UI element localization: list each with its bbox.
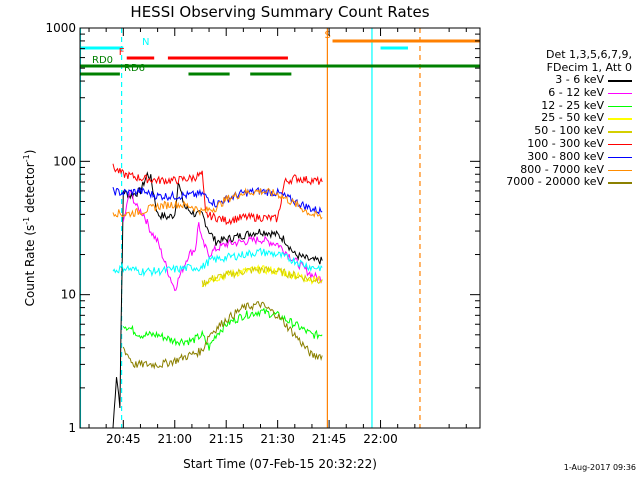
legend-entry-label: 800 - 7000 keV: [520, 162, 604, 176]
x-tick-label: 20:45: [106, 432, 141, 446]
series-line-8: [122, 300, 323, 370]
state-bar-label-n: N: [142, 37, 149, 48]
y-tick-label: 10: [61, 288, 76, 302]
series-line-2: [122, 307, 323, 351]
x-tick-label: 21:00: [157, 432, 192, 446]
series-line-1: [122, 189, 323, 292]
chart-title: HESSI Observing Summary Count Rates: [130, 3, 429, 21]
x-axis-label: Start Time (07-Feb-15 20:32:22): [183, 457, 377, 471]
legend-swatch: [608, 156, 632, 159]
legend-entry-label: 6 - 12 keV: [548, 85, 604, 99]
state-bar-label-f: F: [119, 47, 125, 58]
state-bar-label-s: S: [325, 30, 331, 41]
legend-entry-7: 800 - 7000 keV: [488, 162, 636, 177]
series-line-0: [112, 171, 323, 429]
legend-entry-label: 12 - 25 keV: [541, 98, 604, 112]
legend-swatch: [608, 169, 632, 172]
legend-entry-label: 300 - 800 keV: [527, 149, 604, 163]
legend-entry-label: 50 - 100 keV: [534, 124, 604, 138]
legend-entry-label: 25 - 50 keV: [541, 111, 604, 125]
y-ticks: 1 10 100 1000: [45, 21, 480, 435]
series-lines: [112, 163, 323, 429]
legend-header-1: Det 1,3,5,6,7,9,: [545, 48, 632, 61]
legend-entry-2: 12 - 25 keV: [488, 98, 636, 113]
y-label-sup2: -1: [22, 154, 31, 162]
legend-header-2: FDecim 1, Att 0: [546, 61, 632, 74]
legend-entry-3: 25 - 50 keV: [488, 111, 636, 125]
y-axis-label: Count Rate (s-1 detector-1): [22, 150, 37, 307]
legend-entry-label: 100 - 300 keV: [527, 136, 604, 150]
legend-entry-1: 6 - 12 keV: [488, 85, 636, 100]
y-label-part3: ): [23, 150, 37, 155]
legend-swatch: [608, 92, 632, 95]
y-tick-label: 1000: [45, 21, 76, 35]
legend-entry-4: 50 - 100 keV: [488, 124, 636, 138]
y-tick-label: 1: [68, 421, 76, 435]
state-bar-label-rd0: RD0: [92, 55, 113, 66]
y-label-part1: Count Rate (s: [23, 225, 37, 307]
x-tick-label: 21:15: [209, 432, 244, 446]
x-tick-label: 21:45: [312, 432, 347, 446]
series-line-9: [112, 247, 323, 277]
legend-swatch: [608, 80, 632, 82]
legend-entry-8: 7000 - 20000 keV: [488, 175, 636, 189]
x-tick-label: 21:30: [260, 432, 295, 446]
series-line-6: [112, 186, 323, 215]
legend-swatch: [608, 143, 632, 146]
y-label-sup1: -1: [22, 217, 31, 225]
x-tick-label: 22:00: [363, 432, 398, 446]
legend-swatch: [608, 131, 632, 133]
y-tick-label: 100: [53, 154, 76, 168]
legend-swatch: [608, 118, 632, 120]
legend-entry-6: 300 - 800 keV: [488, 149, 636, 164]
plot-frame: [79, 27, 481, 429]
event-vertical-lines: [79, 28, 421, 428]
legend-entry-0: 3 - 6 keV: [488, 73, 636, 87]
timestamp: 1-Aug-2017 09:36: [563, 463, 636, 472]
legend-swatch: [608, 105, 632, 108]
legend-swatch: [608, 182, 632, 184]
series-line-5: [112, 163, 323, 226]
legend: Det 1,3,5,6,7,9, FDecim 1, Att 0 3 - 6 k…: [488, 48, 636, 189]
series-line-4: [201, 265, 323, 288]
y-label-part2: detector: [23, 162, 37, 217]
legend-entry-label: 3 - 6 keV: [555, 73, 604, 86]
x-ticks: 20:45 21:00 21:15 21:30 21:45 22:00: [88, 28, 467, 446]
state-bars: N F S RD0 RD6: [80, 30, 480, 76]
series-line-7: [112, 187, 323, 220]
legend-entry-label: 7000 - 20000 keV: [506, 175, 604, 189]
legend-entry-5: 100 - 300 keV: [488, 136, 636, 151]
state-bar-label-rd6: RD6: [124, 63, 145, 74]
